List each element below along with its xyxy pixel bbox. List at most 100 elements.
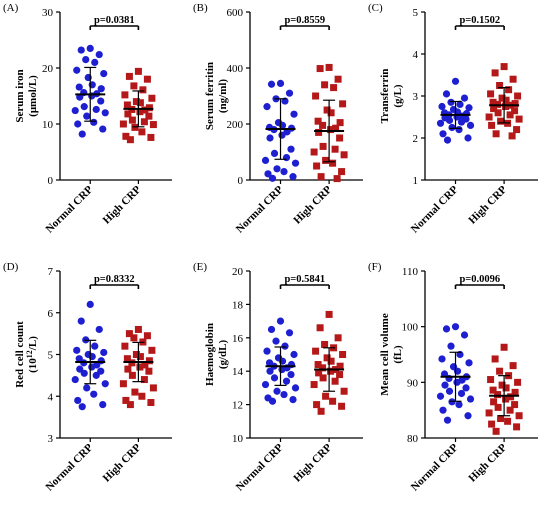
data-point [498,94,506,102]
data-point [460,94,469,102]
data-point [78,130,86,138]
data-point [438,102,446,111]
y-axis-unit: (g/L) [392,84,404,108]
data-point [515,115,523,123]
data-point [439,406,447,414]
data-point [119,120,127,128]
data-point [436,392,445,400]
data-point [270,149,279,157]
data-point [464,134,472,142]
data-point [456,100,464,108]
data-point [329,159,337,167]
data-point [460,331,469,339]
y-tick-label: 20 [42,63,54,75]
data-point [312,347,320,355]
data-point [147,133,155,141]
data-point [323,106,331,114]
y-tick-label: 5 [48,350,54,362]
data-point [500,343,508,351]
data-point [80,103,88,111]
panel-label: (D) [3,261,19,273]
data-point [148,94,156,102]
y-tick-label: 7 [48,266,54,278]
data-point [101,109,109,117]
data-point [490,398,498,406]
data-point [270,374,279,382]
data-point [76,93,84,101]
data-point [442,90,451,98]
data-point [502,384,510,392]
x-category-label: Normal CRP [409,183,461,235]
data-point [91,342,99,350]
data-point [289,395,297,404]
y-axis-label: Red cell count [14,321,26,388]
data-point [313,162,321,170]
data-point [276,79,285,87]
data-point [139,86,147,94]
data-point [515,412,523,420]
data-point [338,402,346,410]
data-point [492,130,500,138]
data-point [315,128,323,136]
data-point [314,117,322,125]
data-point [457,389,466,398]
data-point [327,357,335,365]
data-point [325,63,333,71]
y-tick-label: 6 [48,308,54,320]
data-point [273,387,281,395]
data-point [285,89,294,97]
y-tick-label: 20 [232,266,244,278]
data-point [319,121,327,129]
data-point [145,104,153,112]
data-point [489,98,497,106]
x-category-label: Normal CRP [43,183,95,235]
data-point [124,365,132,373]
x-category-label: High CRP [291,183,334,226]
data-point [502,395,510,403]
y-tick-label: 1 [413,175,419,187]
y-tick-label: 12 [232,400,243,412]
y-axis-unit: (g/dL) [217,339,229,369]
data-point [511,401,519,409]
data-point [136,108,144,116]
data-point [291,384,300,392]
data-point [140,376,148,384]
data-point [125,330,133,338]
data-point [264,170,272,178]
data-point [323,354,331,362]
data-point [86,300,94,308]
data-point [77,317,85,325]
data-point [73,346,81,354]
y-tick-label: 90 [407,377,419,389]
data-point [445,116,454,124]
y-axis-label: Transferrin [379,69,391,124]
data-point [447,98,455,106]
data-point [496,367,504,375]
data-point [82,56,90,64]
data-point [95,325,103,334]
data-point [145,367,153,375]
data-point [97,85,105,93]
data-point [506,406,514,414]
y-axis-unit: (μmol/L) [27,75,39,117]
p-value-label: p=0.0096 [459,274,500,285]
data-point [145,112,153,120]
data-point [457,118,466,126]
data-point [282,377,291,385]
data-point [287,370,295,379]
data-point [336,371,344,379]
x-category-label: High CRP [291,441,334,484]
x-category-label: Normal CRP [234,441,286,493]
data-point [83,112,91,120]
panel-label: (A) [3,2,19,14]
data-point [141,361,149,369]
data-point [119,380,127,388]
data-point [453,378,461,386]
data-point [136,99,144,107]
data-point [126,401,134,409]
data-point [268,174,277,182]
data-point [290,350,298,359]
y-tick-label: 3 [48,433,54,445]
data-point [289,173,297,181]
